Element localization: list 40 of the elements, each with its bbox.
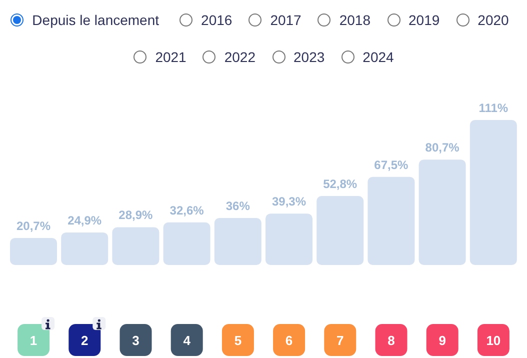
bar bbox=[214, 218, 262, 265]
x-tick-label: 4 bbox=[183, 333, 192, 348]
bar bbox=[112, 227, 160, 265]
x-tick-label: 5 bbox=[234, 333, 242, 348]
data-label: 20,7% bbox=[16, 218, 51, 233]
x-tick-label: 6 bbox=[285, 333, 293, 348]
x-tick-label: 9 bbox=[438, 333, 446, 348]
text: 2023 bbox=[294, 49, 325, 65]
text: 2018 bbox=[339, 12, 370, 28]
data-label: 39,3% bbox=[272, 194, 306, 209]
text: 2016 bbox=[201, 12, 232, 28]
data-label: 28,9% bbox=[118, 208, 154, 222]
bar bbox=[418, 160, 466, 265]
text: 2019 bbox=[408, 12, 440, 28]
data-label: 52,8% bbox=[323, 177, 358, 192]
data-label: 32,6% bbox=[170, 203, 204, 218]
x-tick-label: 8 bbox=[388, 333, 395, 348]
bar bbox=[368, 176, 415, 265]
data-label: 24,9% bbox=[68, 213, 102, 228]
x-tick-label: 1 bbox=[30, 333, 38, 348]
bar bbox=[10, 238, 57, 265]
x-tick-label: 7 bbox=[336, 333, 344, 348]
x-tick-label: 3 bbox=[132, 333, 140, 348]
x-tick-label: 10 bbox=[486, 333, 501, 348]
bar bbox=[163, 222, 210, 265]
data-label: 67,5% bbox=[374, 158, 409, 172]
bar bbox=[316, 196, 364, 265]
x-tick-label: 2 bbox=[81, 333, 88, 348]
data-label: 111% bbox=[478, 101, 508, 115]
text: 2021 bbox=[155, 49, 186, 65]
text: 2020 bbox=[478, 12, 509, 28]
text: 2024 bbox=[362, 49, 394, 65]
bar bbox=[61, 232, 108, 265]
bar bbox=[470, 120, 517, 265]
bar bbox=[266, 214, 312, 265]
text: Depuis le lancement bbox=[32, 12, 160, 28]
data-label: 80,7% bbox=[425, 140, 460, 155]
text: 2017 bbox=[270, 12, 302, 28]
data-label: 36% bbox=[226, 198, 250, 213]
text: 2022 bbox=[224, 49, 256, 65]
